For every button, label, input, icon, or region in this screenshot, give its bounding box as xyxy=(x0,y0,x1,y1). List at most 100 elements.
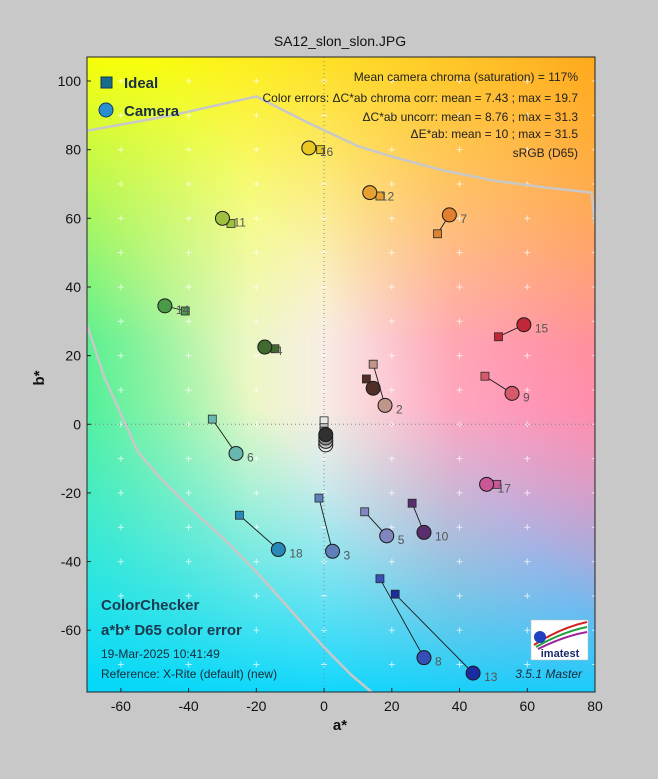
grid-mark xyxy=(388,386,395,393)
stat-chroma: Mean camera chroma (saturation) = 117% xyxy=(354,70,579,84)
grid-mark xyxy=(456,558,463,565)
grid-mark xyxy=(524,592,531,599)
grid-mark xyxy=(321,215,328,222)
grid-mark xyxy=(456,215,463,222)
grid-mark xyxy=(592,112,595,119)
ideal-marker-2 xyxy=(361,374,371,384)
grid-mark xyxy=(253,524,260,531)
grid-mark xyxy=(456,181,463,187)
stat-chroma-corr: Color errors: ΔC*ab chroma corr: mean = … xyxy=(263,91,579,105)
grid-mark xyxy=(388,558,395,565)
grid-mark xyxy=(253,318,260,325)
info-timestamp: 19-Mar-2025 10:41:49 xyxy=(101,647,220,661)
camera-marker-3 xyxy=(325,543,341,559)
grid-mark xyxy=(117,249,124,256)
y-axis-label: b* xyxy=(31,370,48,385)
patch-label-16: 16 xyxy=(320,145,334,159)
grid-mark xyxy=(185,181,192,187)
grid-mark xyxy=(524,215,531,222)
grid-mark xyxy=(117,455,124,462)
grid-mark xyxy=(592,146,595,153)
error-lines xyxy=(164,147,525,674)
y-tick-label: -40 xyxy=(61,554,81,570)
ideal-marker-2 xyxy=(368,359,378,369)
grid-mark xyxy=(117,592,124,599)
x-tick-label: -60 xyxy=(111,698,131,714)
error-line-18 xyxy=(239,514,279,550)
grid-mark xyxy=(592,78,595,85)
grid-mark xyxy=(117,421,124,428)
x-tick-label: 0 xyxy=(320,698,328,714)
ideal-marker-15 xyxy=(494,332,503,342)
grid-mark xyxy=(253,146,260,153)
grid-mark xyxy=(592,318,595,325)
grid-mark xyxy=(185,352,192,359)
grid-mark xyxy=(456,146,463,153)
y-tick-label: 20 xyxy=(65,348,81,364)
camera-marker-10 xyxy=(416,524,432,540)
plot-area: 2 3 4 5 6 7 8 9 10 11 12 13 14 15 16 17 18 xyxy=(87,57,595,692)
grid-mark xyxy=(117,112,124,119)
grid-mark xyxy=(185,489,192,496)
grid-mark xyxy=(592,283,595,290)
y-axis-ticks: -60 -40 -20 0 20 40 60 80 100 xyxy=(58,73,91,638)
grid-mark xyxy=(592,627,595,634)
grid-mark xyxy=(388,78,395,85)
patch-label-3: 3 xyxy=(344,548,351,562)
grid-mark xyxy=(524,249,531,256)
patch-label-2: 2 xyxy=(396,402,403,416)
grid-mark xyxy=(185,112,192,119)
grid-mark xyxy=(185,661,192,668)
logo-text: imatest xyxy=(541,648,580,660)
grid-mark xyxy=(592,215,595,222)
plot-frame xyxy=(86,56,596,693)
grid-mark xyxy=(253,283,260,290)
grid-mark xyxy=(117,489,124,496)
grid-mark xyxy=(456,455,463,462)
grid-mark xyxy=(592,352,595,359)
grid-mark xyxy=(185,455,192,462)
x-tick-label: 60 xyxy=(519,698,535,714)
grid-mark xyxy=(456,112,463,119)
grid-mark xyxy=(592,455,595,462)
grid-mark xyxy=(253,181,260,187)
camera-marker-neutral-21 xyxy=(318,427,334,443)
imatest-logo: imatest xyxy=(530,619,589,661)
grid-mark xyxy=(388,146,395,153)
grid-mark xyxy=(117,352,124,359)
stats-block: Mean camera chroma (saturation) = 117% C… xyxy=(263,70,579,160)
grid-mark xyxy=(185,318,192,325)
grid-mark xyxy=(524,524,531,531)
grid-mark xyxy=(185,249,192,256)
grid-mark xyxy=(253,627,260,634)
grid-mark xyxy=(592,421,595,428)
grid-mark xyxy=(524,386,531,393)
patch-label-4: 4 xyxy=(276,344,283,358)
grid-mark xyxy=(253,352,260,359)
patch-label-8: 8 xyxy=(435,655,442,669)
patch-label-7: 7 xyxy=(460,212,467,226)
grid-mark xyxy=(185,386,192,393)
ideal-marker-13 xyxy=(390,589,400,599)
grid-mark xyxy=(117,78,124,85)
grid-mark xyxy=(524,558,531,565)
x-tick-label: -20 xyxy=(246,698,266,714)
grid-mark xyxy=(388,283,395,290)
grid-mark xyxy=(253,386,260,393)
grid-mark xyxy=(592,181,595,187)
camera-marker-2 xyxy=(365,380,381,396)
grid-mark xyxy=(321,489,328,496)
grid-mark xyxy=(185,627,192,634)
ideal-marker-18 xyxy=(234,510,244,520)
camera-marker-4 xyxy=(257,339,273,355)
grid-mark xyxy=(388,181,395,187)
grid-mark xyxy=(253,78,260,85)
grid-mark xyxy=(456,489,463,496)
grid-mark xyxy=(117,181,124,187)
grid-mark xyxy=(117,661,124,668)
grid-mark xyxy=(185,78,192,85)
x-axis-label: a* xyxy=(333,717,347,734)
camera-marker-16 xyxy=(301,140,317,156)
info-heading-1: ColorChecker xyxy=(101,597,200,614)
gamut-boundary-left xyxy=(87,324,373,692)
